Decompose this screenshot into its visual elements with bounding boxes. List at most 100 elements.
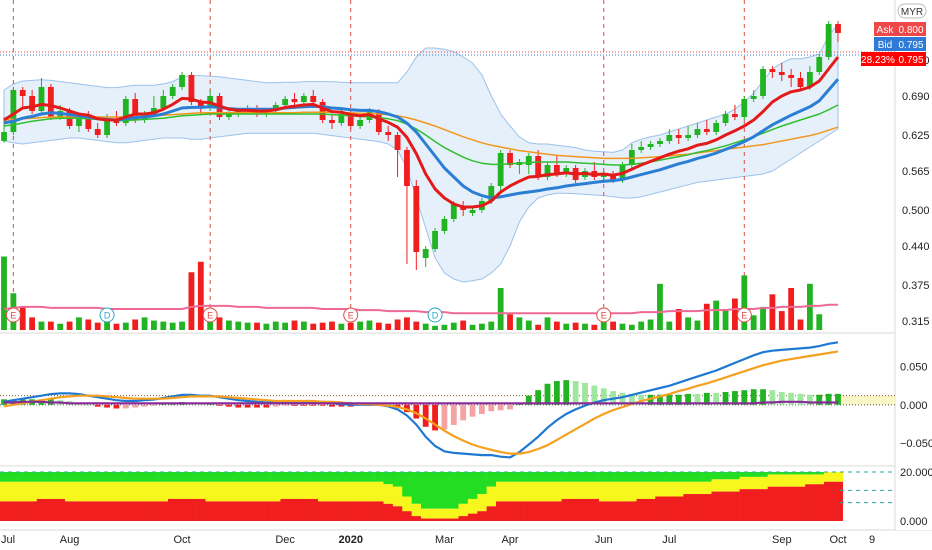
candle-body xyxy=(638,147,645,150)
osc-red xyxy=(8,501,19,521)
ma-green-line xyxy=(3,104,839,166)
osc-red xyxy=(196,498,206,521)
volume-bar xyxy=(525,320,532,330)
macd-line xyxy=(3,341,839,459)
osc-red xyxy=(158,501,169,521)
macd-panel xyxy=(0,341,895,459)
osc-green xyxy=(74,472,84,482)
candle-body xyxy=(507,153,513,165)
candle-body xyxy=(310,96,317,102)
dividend-marker[interactable] xyxy=(99,307,115,323)
macd-histogram-bar xyxy=(657,394,663,405)
osc-yellow xyxy=(18,481,28,502)
macd-histogram-bar xyxy=(122,404,129,409)
osc-yellow xyxy=(636,481,647,499)
volume-bar xyxy=(357,321,363,330)
volume-bar xyxy=(591,324,598,330)
candle-body xyxy=(76,117,82,126)
osc-red xyxy=(505,501,516,521)
volume-ma-line xyxy=(3,303,838,315)
volume-bar xyxy=(122,322,129,330)
osc-red xyxy=(383,503,394,521)
osc-green xyxy=(495,472,506,482)
osc-green xyxy=(458,472,469,504)
osc-green xyxy=(158,472,169,482)
osc-red xyxy=(767,486,778,521)
osc-yellow xyxy=(495,481,506,502)
marker-label: E xyxy=(741,311,747,321)
volume-bar xyxy=(600,320,607,330)
osc-red xyxy=(777,486,787,521)
osc-yellow xyxy=(252,481,262,502)
osc-yellow xyxy=(402,496,412,512)
volume-bar xyxy=(488,321,495,330)
volume-bar xyxy=(104,321,110,330)
osc-yellow xyxy=(167,481,178,499)
osc-red xyxy=(533,501,544,521)
volume-bar xyxy=(507,314,513,330)
osc-green xyxy=(805,472,815,475)
macd-histogram-bar xyxy=(628,393,635,405)
candle-body xyxy=(769,69,776,72)
marker-label: E xyxy=(601,311,607,321)
dividend-marker[interactable] xyxy=(427,307,443,323)
price-tick-label: 0.625 xyxy=(902,130,930,142)
earnings-marker[interactable] xyxy=(343,307,359,323)
macd-histogram-bar xyxy=(300,404,307,406)
osc-red xyxy=(748,489,759,521)
volume-bar xyxy=(479,323,485,330)
earnings-marker[interactable] xyxy=(596,307,612,323)
candle-body xyxy=(825,24,832,57)
bollinger-fill xyxy=(3,22,839,283)
osc-yellow xyxy=(561,481,572,499)
macd-histogram-bar xyxy=(450,404,457,425)
volume-bar xyxy=(713,300,720,330)
osc-green xyxy=(355,472,366,482)
macd-histogram-bar xyxy=(713,392,720,405)
osc-green xyxy=(177,472,188,482)
osc-yellow xyxy=(196,481,206,499)
candle-body xyxy=(151,108,157,114)
macd-histogram-bar xyxy=(553,381,560,405)
osc-green xyxy=(18,472,28,482)
earnings-marker[interactable] xyxy=(202,307,218,323)
macd-histogram-bar xyxy=(488,404,495,412)
candle-body xyxy=(188,75,195,102)
osc-yellow xyxy=(130,481,141,502)
earnings-marker[interactable] xyxy=(5,307,21,323)
candle-body xyxy=(29,96,36,111)
price-axis[interactable]: 0.7500.6900.6250.5650.5000.4400.3750.315… xyxy=(896,0,932,530)
osc-yellow xyxy=(261,481,272,502)
macd-histogram-bar xyxy=(263,404,270,408)
osc-yellow xyxy=(823,472,834,482)
time-axis[interactable]: Jul Aug Oct Dec 2020 Mar Apr Jun Jul Sep Oct 9 xyxy=(1,534,875,546)
osc-yellow xyxy=(617,481,628,502)
osc-green xyxy=(308,472,319,482)
volume-bar xyxy=(694,320,701,330)
volume-bar xyxy=(544,317,551,330)
osc-yellow xyxy=(655,481,665,497)
osc-green xyxy=(505,472,516,482)
osc-yellow xyxy=(486,486,497,507)
volume-bar xyxy=(225,320,232,330)
ema-slow-line xyxy=(3,78,840,200)
marker-label: D xyxy=(104,311,111,321)
currency-badge[interactable] xyxy=(897,3,927,19)
volume-bar xyxy=(582,323,588,330)
candle-body xyxy=(760,69,766,96)
candle-body xyxy=(385,132,392,135)
osc-yellow xyxy=(430,508,441,519)
osc-yellow xyxy=(233,481,244,502)
macd-histogram-bar xyxy=(694,393,701,405)
earnings-marker[interactable] xyxy=(736,307,752,323)
osc-yellow xyxy=(748,476,759,490)
osc-green xyxy=(608,472,619,482)
osc-red xyxy=(336,501,347,521)
osc-green xyxy=(589,472,600,482)
osc-green xyxy=(299,472,309,482)
candle-body xyxy=(10,90,17,132)
volume-bar xyxy=(310,323,317,330)
osc-yellow xyxy=(355,481,366,502)
